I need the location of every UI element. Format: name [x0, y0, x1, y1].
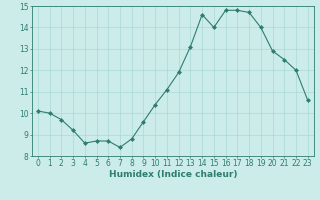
X-axis label: Humidex (Indice chaleur): Humidex (Indice chaleur): [108, 170, 237, 179]
